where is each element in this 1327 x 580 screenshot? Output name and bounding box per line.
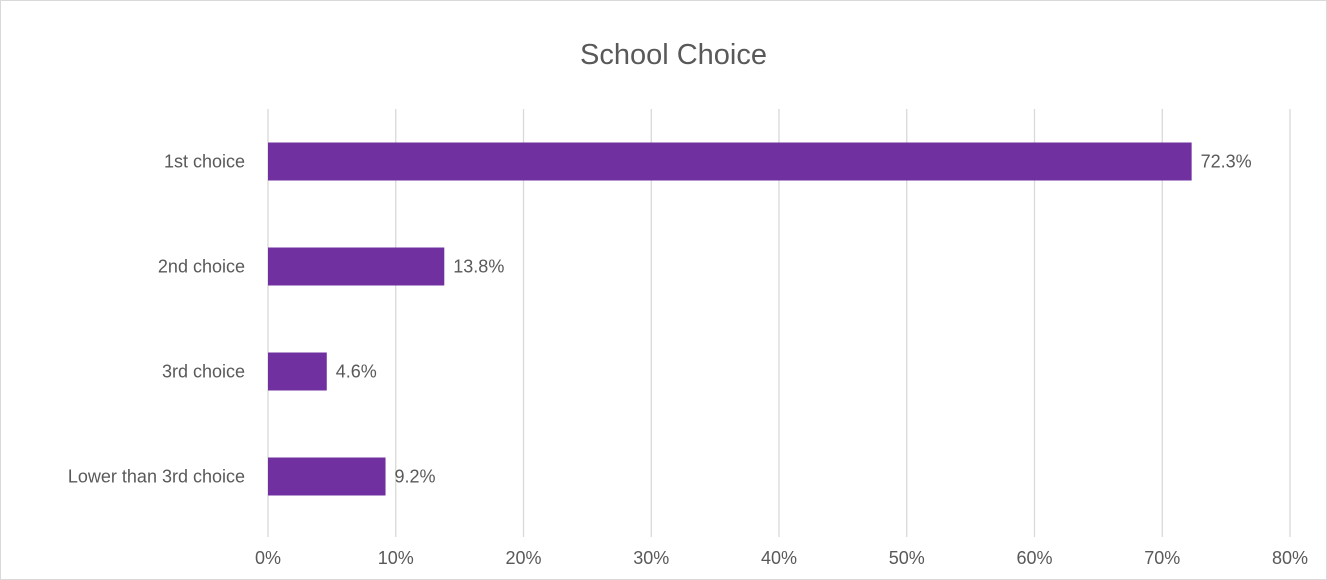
x-tick-label: 20% [505,548,541,568]
data-label: 72.3% [1201,152,1252,172]
data-label: 13.8% [453,257,504,277]
category-label: 1st choice [164,152,245,172]
bar-3 [268,352,327,391]
x-tick-label: 10% [378,548,414,568]
bar-2 [268,247,445,286]
bar-4 [268,457,386,496]
x-tick-label: 60% [1016,548,1052,568]
chart-title: School Choice [580,39,767,71]
x-tick-label: 0% [255,548,281,568]
x-tick-label: 30% [633,548,669,568]
x-tick-label: 80% [1272,548,1308,568]
data-label: 9.2% [395,467,436,487]
data-label: 4.6% [336,362,377,382]
category-label: 3rd choice [162,362,245,382]
bar-1 [268,142,1192,181]
x-tick-label: 40% [761,548,797,568]
x-tick-label: 70% [1144,548,1180,568]
category-label: Lower than 3rd choice [68,467,245,487]
x-tick-label: 50% [889,548,925,568]
category-label: 2nd choice [158,257,245,277]
